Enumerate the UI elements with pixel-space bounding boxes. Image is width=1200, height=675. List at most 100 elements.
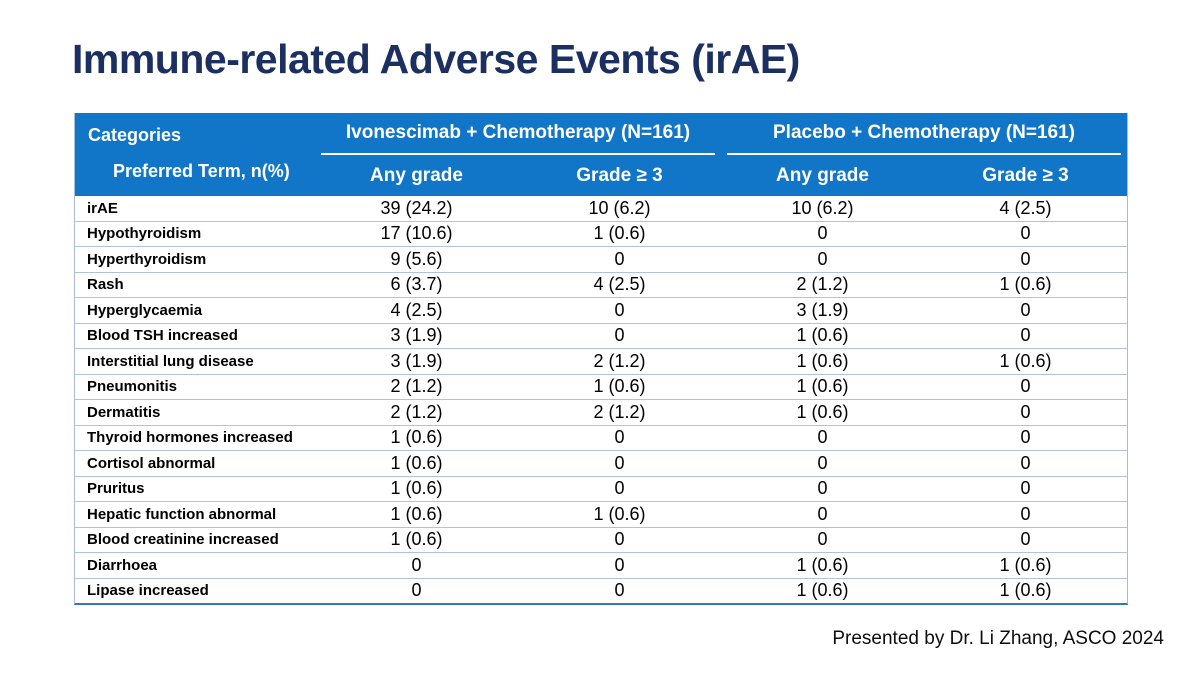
column-header-grade-ge3: Grade ≥ 3 [576,164,663,186]
value-cell: 3 (1.9) [390,325,443,346]
value-cell: 0 [614,478,625,499]
value-cell: 1 (0.6) [796,580,849,601]
preferred-term-cell: Hepatic function abnormal [87,505,277,523]
preferred-term-cell: Interstitial lung disease [87,352,254,370]
preferred-term-cell: Hypothyroidism [87,225,202,243]
column-header-any-grade: Any grade [370,164,463,186]
value-cell: 1 (0.6) [999,350,1052,371]
value-cell: 4 (2.5) [593,274,646,295]
value-cell: 0 [817,427,828,448]
irae-table: Categories Preferred Term, n(%) Ivonesci… [74,113,1128,605]
value-cell: 0 [817,529,828,550]
preferred-term-cell: Blood TSH increased [87,327,238,345]
value-cell: 0 [614,248,625,269]
value-cell: 0 [1020,223,1031,244]
table-row: Pruritus 1 (0.6) 0 0 0 [75,476,1127,502]
value-cell: 0 [1020,427,1031,448]
table-row: Hypothyroidism 17 (10.6) 1 (0.6) 0 0 [75,221,1127,247]
preferred-term-cell: Dermatitis [87,403,161,421]
value-cell: 2 (1.2) [593,401,646,422]
table-row: irAE 39 (24.2) 10 (6.2) 10 (6.2) 4 (2.5) [75,196,1127,222]
preferred-term-cell: irAE [87,199,118,217]
table-row: Lipase increased 0 0 1 (0.6) 1 (0.6) [75,578,1127,603]
value-cell: 1 (0.6) [796,325,849,346]
table-row: Thyroid hormones increased 1 (0.6) 0 0 0 [75,425,1127,451]
preferred-term-cell: Diarrhoea [87,556,158,574]
table-row: Rash 6 (3.7) 4 (2.5) 2 (1.2) 1 (0.6) [75,272,1127,298]
preferred-term-cell: Pneumonitis [87,378,178,396]
value-cell: 0 [1020,452,1031,473]
value-cell: 0 [1020,503,1031,524]
value-cell: 0 [614,529,625,550]
table-row: Pneumonitis 2 (1.2) 1 (0.6) 1 (0.6) 0 [75,374,1127,400]
column-header-grade-ge3: Grade ≥ 3 [982,164,1069,186]
preferred-term-cell: Cortisol abnormal [87,454,216,472]
value-cell: 0 [614,580,625,601]
value-cell: 2 (1.2) [390,376,443,397]
value-cell: 0 [614,452,625,473]
value-cell: 0 [614,427,625,448]
table-row: Hepatic function abnormal 1 (0.6) 1 (0.6) 0… [75,502,1127,528]
group-header-placebo: Placebo + Chemotherapy (N=161) [727,113,1121,155]
table-row: Hyperthyroidism 9 (5.6) 0 0 0 [75,247,1127,273]
value-cell: 0 [817,503,828,524]
value-cell: 2 (1.2) [390,401,443,422]
preferred-term-cell: Hyperthyroidism [87,250,207,268]
table-body: irAE 39 (24.2) 10 (6.2) 10 (6.2) 4 (2.5) Hypo… [75,196,1127,603]
value-cell: 17 (10.6) [380,223,453,244]
value-cell: 6 (3.7) [390,274,443,295]
presenter-credit: Presented by Dr. Li Zhang, ASCO 2024 [832,628,1164,649]
table-header: Categories Preferred Term, n(%) Ivonesci… [75,113,1127,196]
value-cell: 10 (6.2) [791,197,854,218]
value-cell: 9 (5.6) [390,248,443,269]
value-cell: 0 [817,223,828,244]
value-cell: 1 (0.6) [999,580,1052,601]
value-cell: 0 [614,554,625,575]
table-row: Dermatitis 2 (1.2) 2 (1.2) 1 (0.6) 0 [75,400,1127,426]
value-cell: 4 (2.5) [390,299,443,320]
value-cell: 1 (0.6) [796,554,849,575]
header-categories-label: Categories [88,124,182,145]
page-title: Immune-related Adverse Events (irAE) [72,36,800,82]
value-cell: 0 [411,580,422,601]
value-cell: 0 [1020,325,1031,346]
header-corner-cell: Categories Preferred Term, n(%) [75,113,315,196]
value-cell: 0 [1020,376,1031,397]
preferred-term-cell: Blood creatinine increased [87,531,279,549]
preferred-term-cell: Thyroid hormones increased [87,429,293,447]
value-cell: 2 (1.2) [796,274,849,295]
value-cell: 1 (0.6) [390,503,443,524]
value-cell: 0 [614,325,625,346]
value-cell: 1 (0.6) [593,223,646,244]
value-cell: 1 (0.6) [796,376,849,397]
value-cell: 1 (0.6) [999,554,1052,575]
value-cell: 1 (0.6) [390,478,443,499]
table-row: Cortisol abnormal 1 (0.6) 0 0 0 [75,451,1127,477]
preferred-term-cell: Pruritus [87,480,145,498]
table-row: Diarrhoea 0 0 1 (0.6) 1 (0.6) [75,553,1127,579]
value-cell: 1 (0.6) [796,401,849,422]
column-header-any-grade: Any grade [776,164,869,186]
value-cell: 10 (6.2) [588,197,651,218]
value-cell: 0 [1020,299,1031,320]
value-cell: 0 [817,452,828,473]
value-cell: 3 (1.9) [390,350,443,371]
value-cell: 0 [411,554,422,575]
value-cell: 0 [1020,248,1031,269]
table-row: Hyperglycaemia 4 (2.5) 0 3 (1.9) 0 [75,298,1127,324]
value-cell: 4 (2.5) [999,197,1052,218]
value-cell: 1 (0.6) [390,529,443,550]
value-cell: 2 (1.2) [593,350,646,371]
value-cell: 1 (0.6) [999,274,1052,295]
value-cell: 0 [1020,401,1031,422]
value-cell: 1 (0.6) [390,452,443,473]
preferred-term-cell: Rash [87,276,124,294]
header-preferred-term-label: Preferred Term, n(%) [113,161,290,182]
preferred-term-cell: Lipase increased [87,582,209,600]
table-row: Blood TSH increased 3 (1.9) 0 1 (0.6) 0 [75,323,1127,349]
value-cell: 0 [817,248,828,269]
value-cell: 3 (1.9) [796,299,849,320]
value-cell: 1 (0.6) [593,503,646,524]
value-cell: 1 (0.6) [593,376,646,397]
